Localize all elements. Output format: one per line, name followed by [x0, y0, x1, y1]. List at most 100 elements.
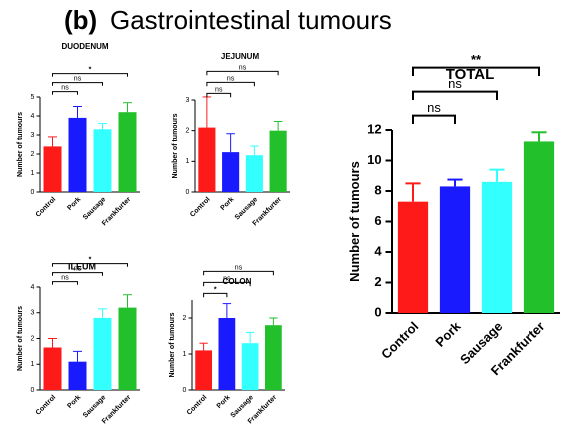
bar: [222, 152, 240, 192]
y-tick-label: 12: [367, 121, 381, 136]
error-bar: [48, 136, 57, 147]
y-tick-label: 2: [30, 335, 34, 342]
chart-title: TOTAL: [446, 66, 495, 83]
y-tick-label: 3: [185, 97, 189, 104]
x-tick-label: Control: [35, 196, 58, 219]
x-tick-label: Pork: [66, 196, 82, 212]
y-axis-label: Number of tumours: [17, 112, 24, 177]
significance-label: ns: [215, 86, 223, 93]
error-bar: [123, 102, 132, 113]
bar: [241, 343, 259, 390]
bar: [397, 201, 429, 313]
significance-label: *: [214, 286, 217, 293]
error-bar: [531, 131, 547, 142]
significance-label: ns: [61, 85, 69, 92]
x-tick-label: Pork: [432, 318, 464, 350]
chart-title: JEJUNUM: [221, 52, 260, 61]
error-bar: [48, 338, 57, 348]
significance-label: ns: [448, 76, 462, 91]
y-tick-label: 0: [30, 189, 34, 196]
significance-label: *: [89, 257, 92, 264]
bar: [118, 307, 137, 390]
significance-bracket: [203, 281, 251, 287]
significance-bracket: [412, 90, 498, 100]
significance-bracket: [206, 92, 232, 98]
bar: [269, 130, 287, 192]
bar: [481, 181, 513, 313]
bar: [93, 317, 112, 390]
y-tick-label: 10: [367, 152, 381, 167]
y-tick-label: 1: [30, 170, 34, 177]
x-tick-label: Sausage: [82, 196, 107, 221]
significance-bracket: [52, 82, 103, 86]
error-bar: [226, 133, 235, 153]
significance-bracket: [52, 272, 103, 276]
error-bar: [250, 145, 259, 156]
significance-label: **: [471, 52, 482, 67]
significance-label: ns: [227, 75, 235, 82]
significance-label: ns: [74, 266, 82, 273]
y-axis-label: Number of tumours: [17, 306, 24, 371]
y-tick-label: 1: [30, 361, 34, 368]
figure-title: Gastrointestinal tumours: [110, 5, 392, 35]
y-tick-label: 2: [182, 315, 186, 322]
significance-label: ns: [235, 264, 243, 271]
significance-label: ns: [427, 100, 441, 115]
chart-title: COLON: [223, 277, 252, 286]
bar: [439, 186, 471, 313]
significance-bracket: [52, 91, 78, 95]
bar: [43, 146, 62, 192]
error-bar: [199, 342, 208, 351]
significance-label: ns: [74, 76, 82, 83]
error-bar: [98, 123, 107, 130]
y-tick-label: 0: [182, 387, 186, 394]
y-tick-label: 6: [374, 213, 381, 228]
y-axis-label: Number of tumours: [169, 312, 176, 377]
y-tick-label: 4: [30, 113, 34, 120]
significance-label: *: [89, 67, 92, 74]
y-tick-label: 0: [374, 304, 381, 319]
y-tick-label: 0: [185, 189, 189, 196]
error-bar: [245, 331, 255, 344]
bar: [265, 325, 282, 390]
y-tick-label: 1: [182, 351, 186, 358]
y-axis-label: Number of tumours: [347, 161, 362, 282]
bar: [68, 117, 87, 192]
y-tick-label: 2: [30, 151, 34, 158]
error-bar: [447, 178, 463, 187]
bar: [198, 127, 216, 192]
bar: [218, 318, 236, 390]
y-tick-label: 4: [30, 284, 34, 291]
error-bar: [98, 308, 107, 318]
error-bar: [273, 120, 283, 131]
significance-bracket: [52, 263, 128, 267]
x-tick-label: Pork: [66, 394, 82, 410]
bar: [195, 350, 212, 390]
error-bar: [123, 294, 132, 308]
significance-label: ns: [223, 275, 231, 282]
panel-label: (b): [64, 5, 97, 35]
error-bar: [489, 168, 505, 182]
significance-bracket: [52, 73, 128, 77]
significance-bracket: [412, 114, 456, 124]
y-tick-label: 1: [185, 158, 189, 165]
significance-bracket: [203, 270, 274, 276]
y-tick-label: 0: [30, 387, 34, 394]
bar: [118, 112, 137, 192]
error-bar: [269, 317, 278, 326]
bar: [245, 155, 263, 192]
y-tick-label: 2: [374, 274, 381, 289]
x-tick-label: Pork: [216, 394, 232, 410]
bar: [93, 129, 112, 192]
x-tick-label: Control: [186, 394, 209, 417]
bar: [523, 141, 555, 313]
y-tick-label: 3: [30, 132, 34, 139]
significance-label: ns: [61, 275, 69, 282]
error-bar: [222, 303, 232, 318]
bar: [43, 347, 62, 390]
significance-bracket: [206, 81, 255, 87]
x-tick-label: Control: [35, 394, 58, 417]
error-bar: [202, 96, 212, 128]
x-tick-label: Control: [378, 319, 421, 362]
